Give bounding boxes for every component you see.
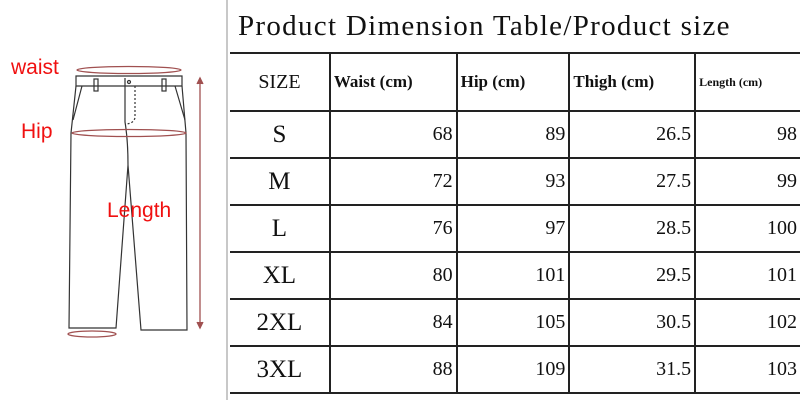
cell-hip: 97 <box>455 204 571 253</box>
cell-length: 98 <box>694 110 800 159</box>
table-header-row: SIZE Waist (cm) Hip (cm) Thigh (cm) Leng… <box>230 52 800 112</box>
cell-length: 99 <box>694 157 800 206</box>
pants-diagram <box>67 65 204 338</box>
pants-outline <box>68 75 188 331</box>
cell-waist: 68 <box>328 110 458 159</box>
header-length: Length (cm) <box>694 52 800 112</box>
cell-hip: 109 <box>455 345 571 394</box>
cell-waist: 88 <box>328 345 458 394</box>
cell-size: M <box>230 157 331 206</box>
table-row: S 68 89 26.5 98 <box>230 110 800 159</box>
cell-waist: 76 <box>328 204 458 253</box>
table-row: M 72 93 27.5 99 <box>230 157 800 206</box>
header-hip: Hip (cm) <box>455 52 571 112</box>
pants-diagram-panel: waist Hip Length <box>0 0 228 400</box>
cell-waist: 84 <box>328 298 458 347</box>
cell-length: 102 <box>694 298 800 347</box>
cell-hip: 89 <box>455 110 571 159</box>
hem-measure <box>67 330 117 338</box>
table-row: L 76 97 28.5 100 <box>230 204 800 253</box>
waist-label: waist <box>11 56 59 79</box>
header-waist: Waist (cm) <box>328 52 458 112</box>
cell-waist: 80 <box>328 251 458 300</box>
cell-size: L <box>230 204 331 253</box>
cell-thigh: 27.5 <box>568 157 697 206</box>
table-row: 2XL 84 105 30.5 102 <box>230 298 800 347</box>
cell-size: 2XL <box>230 298 331 347</box>
table-row: XL 80 101 29.5 101 <box>230 251 800 300</box>
cell-waist: 72 <box>328 157 458 206</box>
cell-hip: 93 <box>455 157 571 206</box>
cell-thigh: 28.5 <box>568 204 697 253</box>
waist-measure <box>76 65 182 75</box>
table-row: 3XL 88 109 31.5 103 <box>230 345 800 394</box>
cell-hip: 101 <box>455 251 571 300</box>
header-size: SIZE <box>230 52 331 112</box>
table-title: Product Dimension Table/Product size <box>238 10 731 42</box>
cell-thigh: 26.5 <box>568 110 697 159</box>
cell-size: XL <box>230 251 331 300</box>
cell-length: 100 <box>694 204 800 253</box>
cell-length: 101 <box>694 251 800 300</box>
size-table: SIZE Waist (cm) Hip (cm) Thigh (cm) Leng… <box>230 52 800 394</box>
header-thigh: Thigh (cm) <box>568 52 697 112</box>
hip-measure <box>71 128 187 138</box>
cell-thigh: 30.5 <box>568 298 697 347</box>
length-label: Length <box>107 199 172 222</box>
cell-hip: 105 <box>455 298 571 347</box>
cell-length: 103 <box>694 345 800 394</box>
measurement-lines <box>67 65 204 338</box>
hip-label: Hip <box>21 120 53 143</box>
cell-size: 3XL <box>230 345 331 394</box>
cell-size: S <box>230 110 331 159</box>
cell-thigh: 31.5 <box>568 345 697 394</box>
cell-thigh: 29.5 <box>568 251 697 300</box>
